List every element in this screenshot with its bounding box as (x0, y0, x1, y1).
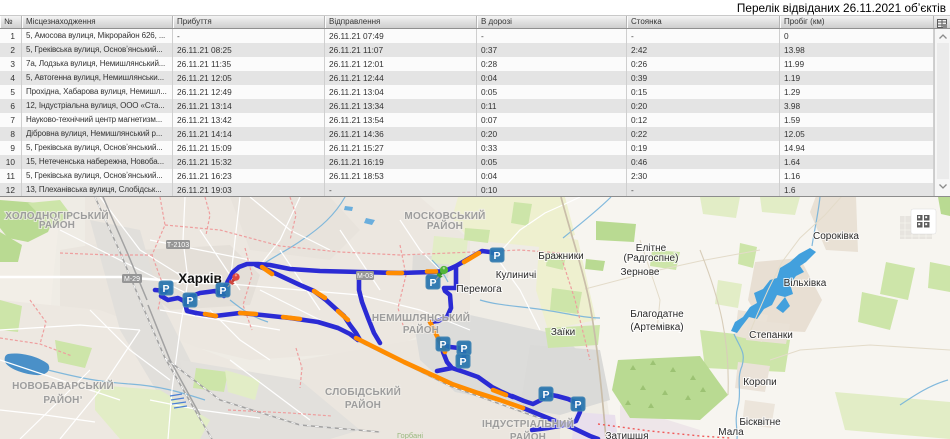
svg-text:Бісквітне: Бісквітне (739, 417, 781, 428)
svg-text:P: P (162, 283, 169, 295)
svg-text:Заїки: Заїки (551, 327, 575, 338)
svg-text:(Радгоспне): (Радгоспне) (624, 253, 679, 264)
svg-text:М-03: М-03 (357, 273, 373, 280)
svg-text:P: P (439, 339, 446, 351)
svg-text:ХОЛОДНОГІРСЬКИЙ: ХОЛОДНОГІРСЬКИЙ (5, 209, 108, 222)
svg-text:РАЙОНʼ: РАЙОНʼ (43, 393, 82, 406)
svg-text:НОВОБАВАРСЬКИЙ: НОВОБАВАРСЬКИЙ (12, 379, 114, 392)
svg-text:МОСКОВСЬКИЙ: МОСКОВСЬКИЙ (404, 209, 485, 222)
svg-text:Сороківка: Сороківка (813, 231, 859, 242)
svg-text:Мала: Мала (718, 427, 744, 438)
svg-text:Перемога: Перемога (456, 284, 502, 295)
svg-text:РАЙОН: РАЙОН (427, 219, 463, 232)
svg-text:Бражники: Бражники (538, 251, 583, 262)
svg-text:ІНДУСТРІАЛЬНИЙ: ІНДУСТРІАЛЬНИЙ (482, 417, 574, 430)
svg-text:РАЙОН: РАЙОН (510, 430, 546, 439)
svg-text:Затишшя: Затишшя (605, 431, 648, 439)
svg-text:Вільхівка: Вільхівка (784, 278, 827, 289)
svg-text:Кулиничі: Кулиничі (496, 270, 537, 281)
svg-text:P: P (460, 343, 467, 355)
svg-text:М-29: М-29 (124, 276, 140, 283)
svg-text:Коропи: Коропи (743, 377, 777, 388)
svg-text:P: P (493, 250, 500, 262)
svg-text:P: P (219, 285, 226, 297)
svg-text:Степанки: Степанки (749, 330, 793, 341)
svg-text:Горбані: Горбані (397, 431, 423, 439)
svg-text:P: P (459, 356, 466, 368)
svg-text:Благодатне: Благодатне (630, 309, 684, 320)
svg-text:P: P (186, 295, 193, 307)
svg-text:СЛОБІДСЬКИЙ: СЛОБІДСЬКИЙ (325, 385, 401, 398)
svg-text:РАЙОН: РАЙОН (403, 323, 439, 336)
svg-text:РАЙОН: РАЙОН (39, 218, 75, 231)
svg-text:P: P (429, 277, 436, 289)
svg-text:P: P (542, 389, 549, 401)
svg-text:Т-2103: Т-2103 (167, 242, 189, 249)
svg-text:НЕМИШЛЯНСЬКИЙ: НЕМИШЛЯНСЬКИЙ (372, 311, 470, 324)
svg-text:Елітне: Елітне (636, 243, 667, 254)
svg-text:РАЙОН: РАЙОН (345, 398, 381, 411)
svg-text:Харків: Харків (178, 271, 222, 286)
svg-text:P: P (574, 399, 581, 411)
svg-text:Зернове: Зернове (620, 267, 659, 278)
svg-text:(Артемівка): (Артемівка) (630, 322, 683, 333)
